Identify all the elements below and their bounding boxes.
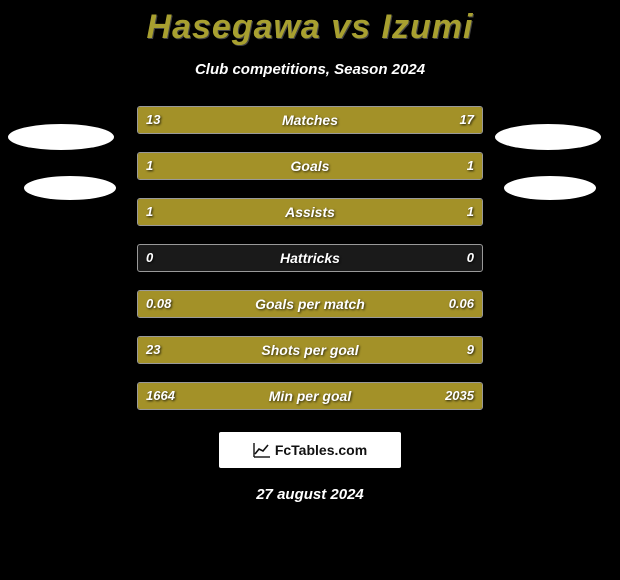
comparison-row: 16642035Min per goal <box>137 382 483 410</box>
value-left: 0.08 <box>146 291 171 317</box>
chart-icon <box>253 442 271 458</box>
page-title: Hasegawa vs Izumi <box>0 0 620 47</box>
comparison-row: 11Goals <box>137 152 483 180</box>
value-left: 1 <box>146 153 153 179</box>
avatar <box>8 124 114 150</box>
value-left: 23 <box>146 337 160 363</box>
bar-left <box>138 153 310 179</box>
comparison-row: 0 0Hattricks <box>137 244 483 272</box>
avatar <box>495 124 601 150</box>
footer-label: FcTables.com <box>275 442 367 458</box>
value-left: 1664 <box>146 383 175 409</box>
value-right: 17 <box>460 107 474 133</box>
comparison-row: 239Shots per goal <box>137 336 483 364</box>
value-left: 13 <box>146 107 160 133</box>
value-left: 1 <box>146 199 153 225</box>
avatar <box>504 176 596 200</box>
page-subtitle: Club competitions, Season 2024 <box>0 61 620 78</box>
footer-date: 27 august 2024 <box>0 486 620 503</box>
bar-left <box>138 337 386 363</box>
bar-right <box>310 199 482 225</box>
value-right: 0 <box>467 245 474 271</box>
comparison-row: 1317Matches <box>137 106 483 134</box>
value-right: 2035 <box>445 383 474 409</box>
comparison-row: 11Assists <box>137 198 483 226</box>
avatar <box>24 176 116 200</box>
value-left: 0 <box>146 245 153 271</box>
bar-left <box>138 199 310 225</box>
footer-badge: FcTables.com <box>219 432 401 468</box>
comparison-rows: 1317Matches11Goals11Assists00Hattricks0.… <box>137 106 483 410</box>
value-right: 1 <box>467 153 474 179</box>
value-right: 0.06 <box>449 291 474 317</box>
row-label: Hattricks <box>138 245 482 271</box>
bar-right <box>276 107 482 133</box>
bar-right <box>310 153 482 179</box>
comparison-row: 0.080.06Goals per match <box>137 290 483 318</box>
value-right: 1 <box>467 199 474 225</box>
value-right: 9 <box>467 337 474 363</box>
